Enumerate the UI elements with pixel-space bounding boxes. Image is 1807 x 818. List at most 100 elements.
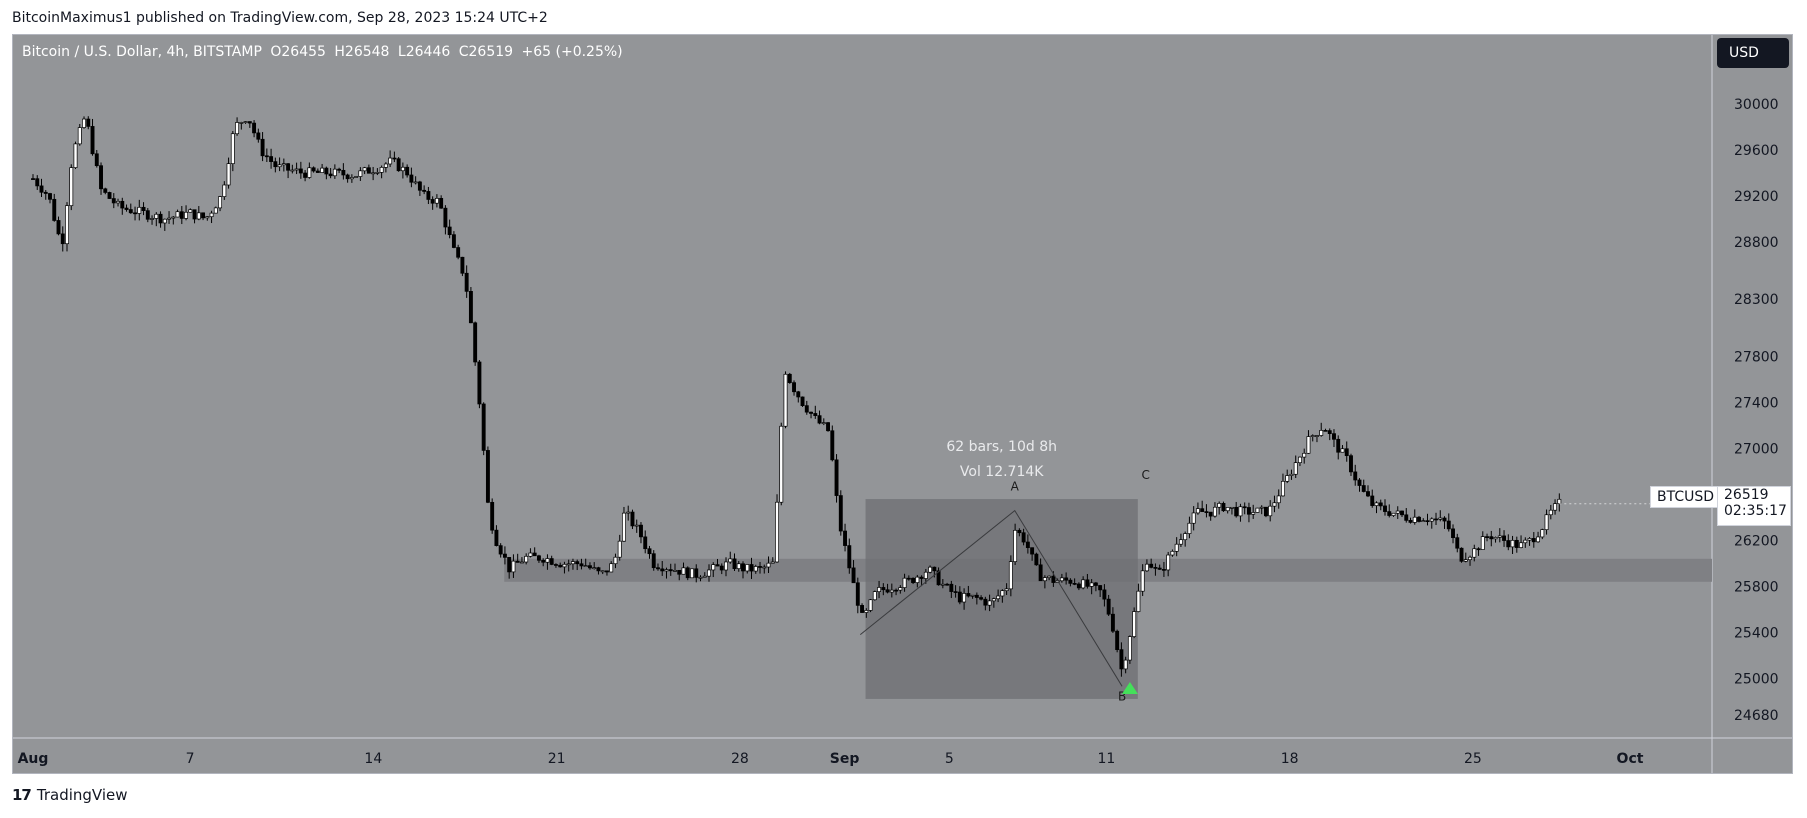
- candle-down: [60, 233, 65, 245]
- candle-up: [1059, 577, 1064, 582]
- candle-down: [252, 122, 257, 134]
- candle-up: [1553, 503, 1558, 511]
- symbol-info: Bitcoin / U.S. Dollar, 4h, BITSTAMP O264…: [22, 44, 627, 60]
- candle-down: [52, 198, 57, 221]
- candle-down: [936, 570, 941, 586]
- brand-name: TradingView: [36, 786, 128, 804]
- candle-up: [1480, 536, 1485, 550]
- candle-down: [813, 413, 818, 416]
- candle-down: [1442, 517, 1447, 522]
- candle-up: [626, 511, 631, 514]
- candle-down: [596, 567, 601, 572]
- candle-down: [179, 211, 184, 219]
- candle-down: [732, 558, 737, 569]
- candle-up: [82, 118, 86, 128]
- candle-up: [358, 170, 363, 177]
- candle-up: [570, 561, 575, 565]
- candle-up: [1374, 502, 1379, 506]
- candle-down: [1021, 532, 1026, 543]
- candle-up: [1000, 590, 1005, 597]
- candle-up: [609, 563, 614, 573]
- tradingview-logo-icon: 17: [12, 786, 32, 804]
- candle-down: [651, 553, 656, 569]
- price-tick-label: 30000: [1734, 97, 1779, 113]
- candle-down: [639, 524, 643, 538]
- candle-down: [56, 220, 61, 235]
- candle-up: [698, 576, 703, 579]
- candle-up: [673, 570, 677, 572]
- time-tick-label: 25: [1464, 751, 1482, 767]
- open-label: O: [270, 44, 282, 60]
- candle-up: [400, 166, 405, 172]
- candle-up: [1276, 495, 1281, 504]
- candle-down: [1200, 508, 1205, 512]
- candle-up: [1259, 506, 1264, 509]
- candle-up: [154, 213, 159, 219]
- candle-up: [434, 198, 439, 204]
- candle-up: [1187, 522, 1192, 534]
- candle-up: [235, 122, 240, 135]
- candle-down: [477, 361, 482, 405]
- currency-button[interactable]: USD: [1717, 38, 1789, 68]
- candle-up: [762, 566, 767, 569]
- candle-down: [796, 391, 801, 398]
- candle-down: [298, 168, 303, 174]
- candle-down: [430, 199, 435, 204]
- candle-up: [69, 167, 74, 207]
- tradingview-branding[interactable]: 17 TradingView: [12, 786, 128, 804]
- candle-up: [362, 167, 367, 172]
- candle-down: [1446, 520, 1451, 530]
- candle-down: [120, 200, 125, 209]
- candle-down: [558, 564, 563, 568]
- candle-down: [494, 529, 499, 546]
- candle-down: [341, 169, 346, 176]
- candle-up: [1255, 507, 1260, 513]
- candle-down: [945, 583, 950, 586]
- candle-up: [1166, 554, 1171, 571]
- candle-up: [753, 566, 758, 572]
- candle-down: [834, 459, 839, 496]
- wave-label-b: B: [1118, 689, 1126, 703]
- candle-up: [1319, 430, 1324, 436]
- candle-down: [830, 430, 835, 461]
- candle-down: [133, 212, 137, 215]
- candle-down: [579, 563, 584, 567]
- candle-down: [1157, 567, 1162, 570]
- candle-down: [90, 126, 95, 155]
- symbol-price-tag: BTCUSD: [1650, 486, 1722, 508]
- candle-down: [532, 552, 537, 557]
- candle-down: [804, 405, 809, 413]
- candle-down: [1149, 563, 1154, 568]
- candle-up: [1472, 548, 1477, 558]
- candle-down: [1064, 577, 1069, 581]
- candle-down: [1110, 613, 1115, 632]
- candle-down: [1336, 438, 1341, 453]
- candle-up: [1285, 475, 1290, 482]
- candle-down: [481, 403, 486, 451]
- candle-down: [464, 272, 469, 292]
- candle-down: [1434, 518, 1438, 521]
- candle-down: [1242, 506, 1247, 509]
- candle-down: [1034, 553, 1039, 566]
- candle-down: [1327, 430, 1332, 434]
- candle-up: [218, 196, 223, 209]
- candle-down: [328, 173, 333, 177]
- candle-down: [94, 153, 99, 167]
- candle-up: [1004, 588, 1009, 592]
- candle-up: [1298, 456, 1302, 464]
- candle-down: [894, 589, 899, 592]
- candle-down: [1093, 582, 1098, 586]
- candle-down: [502, 553, 507, 558]
- candle-down: [158, 213, 163, 224]
- candle-down: [392, 157, 397, 160]
- candle-down: [974, 594, 979, 598]
- candle-up: [1268, 505, 1273, 517]
- candle-down: [405, 166, 410, 176]
- price-tick-label: 29200: [1734, 189, 1779, 205]
- candle-up: [562, 563, 567, 568]
- time-tick-label: 7: [186, 751, 195, 767]
- candle-down: [885, 589, 890, 593]
- candle-down: [851, 567, 856, 584]
- candle-down: [749, 564, 754, 572]
